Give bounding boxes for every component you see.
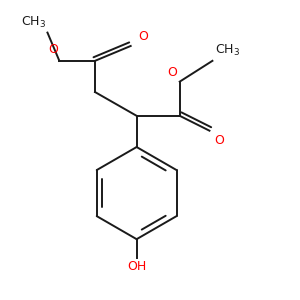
Text: CH$_3$: CH$_3$	[215, 43, 241, 58]
Text: O: O	[214, 134, 224, 147]
Text: OH: OH	[127, 260, 146, 273]
Text: O: O	[167, 66, 177, 79]
Text: CH$_3$: CH$_3$	[21, 14, 46, 30]
Text: O: O	[138, 30, 148, 43]
Text: O: O	[48, 44, 58, 56]
